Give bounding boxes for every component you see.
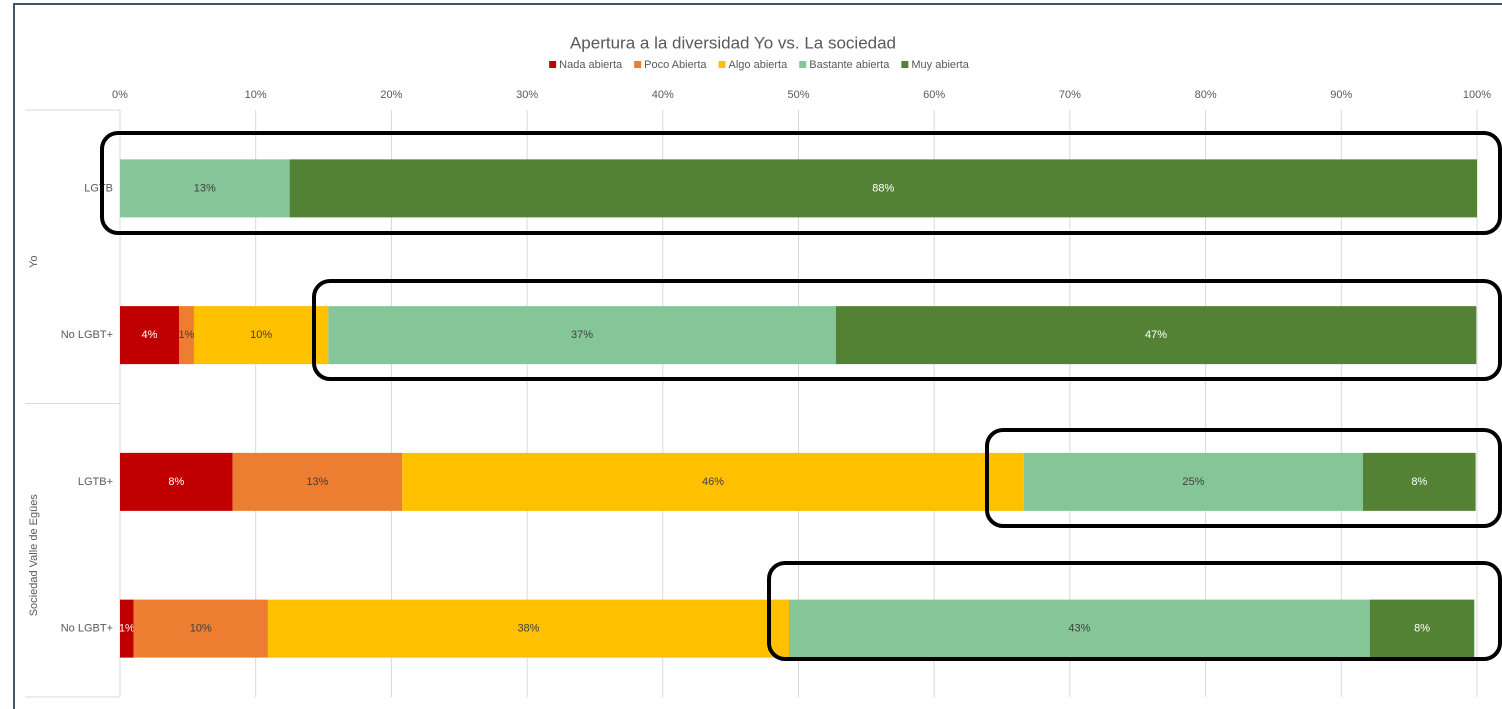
highlight-box [767,561,1502,661]
data-label: 37% [571,329,593,341]
data-label: 10% [190,623,212,635]
frame [13,3,1502,709]
bar-segment [1363,452,1476,511]
data-label: 47% [1145,329,1167,341]
legend-label: Bastante abierta [809,59,890,71]
bar-segment [193,306,329,365]
plot: 0% 10% 20% 30% 40% 50% 60% 70% 80% 90% 100% Nada ab… [25,59,1491,698]
legend-label: Algo abierta [729,59,789,71]
bar-segment [1369,599,1475,658]
bar-segment [835,306,1477,365]
bar-segment [120,159,290,218]
legend-label: Muy abierta [911,59,969,71]
x-tick-label: 90% [1330,89,1352,101]
legend-swatch [634,61,642,68]
highlight-box [100,131,1502,235]
legend-swatch [799,61,807,68]
x-tick-label: 40% [652,89,674,101]
x-tick-label: 70% [1059,89,1081,101]
x-tick-label: 10% [245,89,267,101]
chart-title: Apertura a la diversidad Yo vs. La socie… [570,33,896,52]
bar-segment [120,452,233,511]
data-label: 88% [872,182,894,194]
data-label: 46% [702,476,724,488]
bar-segment [133,599,268,658]
bar-segment [120,599,134,658]
x-tick-label: 100% [1463,89,1491,101]
bar-segment [120,306,180,365]
legend-label: Poco Abierta [644,59,707,71]
data-label: 1% [119,623,135,635]
y-tick-label: No LGBT+ [61,623,113,635]
data-label: 25% [1182,476,1204,488]
data-label: 4% [142,329,158,341]
legend-swatch [901,61,909,68]
x-tick-label: 60% [923,89,945,101]
bar-segment [232,452,403,511]
y-tick-label: No LGBT+ [61,329,113,341]
bar-segment [267,599,790,658]
data-label: 1% [179,329,195,341]
x-tick-label: 80% [1195,89,1217,101]
data-label: 13% [306,476,328,488]
group-label: Yo [28,256,40,268]
legend-swatch [718,61,726,68]
y-tick-label: LGTB [84,182,113,194]
legend-label: Nada abierta [559,59,623,71]
data-label: 43% [1068,623,1090,635]
x-tick-label: 0% [112,89,128,101]
x-tick-label: 20% [380,89,402,101]
data-label: 8% [1414,623,1430,635]
bar-segment [328,306,836,365]
data-label: 8% [1411,476,1427,488]
highlight-box [985,428,1502,528]
group-label: Sociedad Valle de Egües [28,494,40,617]
highlight-box [312,279,1502,381]
bar-segment [1023,452,1364,511]
legend: Nada abierta Poco Abierta Algo abierta Bast… [549,59,970,71]
data-label: 8% [168,476,184,488]
data-label: 10% [250,329,272,341]
data-label: 13% [194,182,216,194]
y-tick-label: LGTB+ [78,476,113,488]
bar-segment [789,599,1370,658]
data-label: 38% [517,623,539,635]
x-tick-label: 50% [787,89,809,101]
bar-segment [402,452,1024,511]
bar-segment [289,159,1477,218]
legend-swatch [549,61,557,68]
highlights [100,131,1502,661]
bar-segment [179,306,194,365]
x-tick-label: 30% [516,89,538,101]
